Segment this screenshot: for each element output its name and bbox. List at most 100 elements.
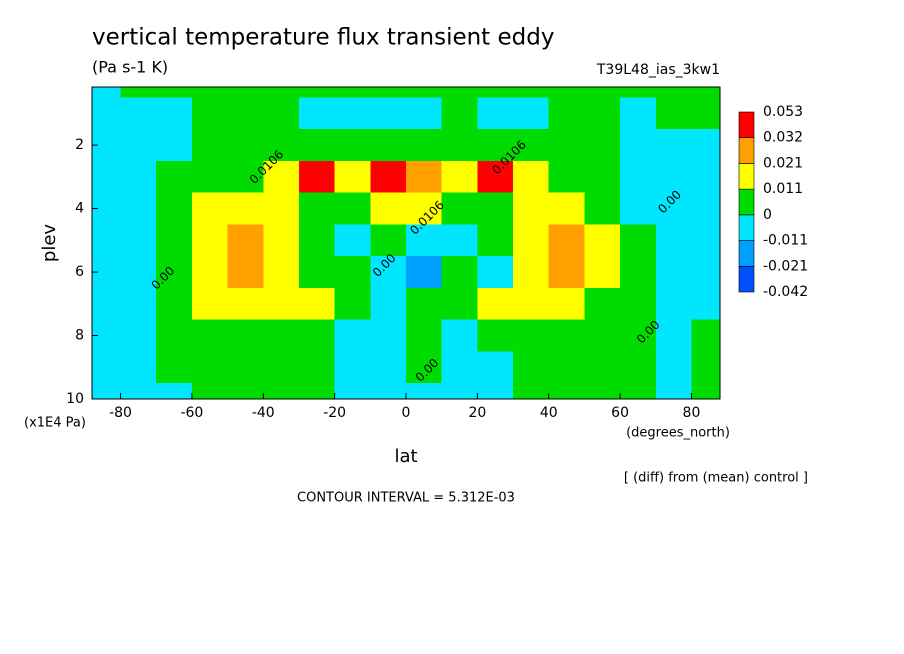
contour-cell [655,129,692,162]
colorbar-label: -0.042 [763,284,808,300]
contour-cell [477,87,514,98]
contour-cell [120,383,157,400]
contour-cell [406,160,443,194]
contour-cell [655,383,692,400]
contour-cell [227,351,264,384]
contour-cell [477,224,514,257]
contour-cell [191,351,229,384]
contour-cell [191,256,229,289]
contour-cell [477,383,514,400]
contour-cell [548,129,585,162]
colorbar-label: 0.053 [763,104,803,120]
contour-cell [120,192,157,225]
contour-cell [513,97,550,130]
contour-cell [156,287,193,321]
contour-cell [298,319,336,352]
contour-cell [92,224,122,257]
contour-cell [548,256,585,289]
contour-cell [406,319,443,352]
contour-cell [548,383,585,400]
y-tick-label: 6 [75,264,84,280]
contour-cell [370,129,407,162]
x-tick-label: 60 [611,405,629,421]
contour-cell [191,129,229,162]
contour-cell [655,287,692,321]
contour-cell [441,97,478,130]
contour-cell [263,97,300,130]
contour-cell [120,256,157,289]
contour-cell [334,224,371,257]
colorbar-box [738,137,755,164]
contour-cell [406,383,443,400]
contour-cell [191,160,229,194]
contour-cell [298,192,336,225]
x-tick-label: 80 [683,405,701,421]
contour-cell [584,256,621,289]
contour-cell [441,287,478,321]
contour-cell [298,256,336,289]
contour-cell [548,319,585,352]
contour-cell [227,192,264,225]
contour-cell [584,129,621,162]
contour-cell [406,87,443,98]
y-units: (x1E4 Pa) [24,416,86,431]
colorbar-box [738,163,755,190]
contour-cell [370,192,407,225]
contour-cell [548,287,585,321]
units: (Pa s-1 K) [92,58,168,77]
contour-cell [263,192,300,225]
contour-cell [263,256,300,289]
contour-cell [691,129,721,162]
contour-cell [227,383,264,400]
contour-cell [691,97,721,130]
y-tick-label: 10 [66,391,84,407]
contour-cell [513,87,550,98]
contour-cell [620,129,657,162]
contour-cell [513,256,550,289]
colorbar-label: 0.021 [763,155,803,171]
contour-cell [441,224,478,257]
contour-cell [334,160,371,194]
contour-cell [655,351,692,384]
x-tick-label: -40 [252,405,275,421]
y-axis-label: plev [39,224,60,263]
contour-cell [548,224,585,257]
contour-cell [691,87,721,98]
contour-cell [513,319,550,352]
contour-cell [334,351,371,384]
colorbar-label: -0.021 [763,258,808,274]
contour-cell [477,256,514,289]
contour-cell [334,129,371,162]
contour-cell [227,129,264,162]
contour-cell [298,224,336,257]
contour-cell [334,319,371,352]
contour-cell [227,160,264,194]
colorbar-box [738,214,755,241]
x-units: (degrees_north) [626,426,730,441]
contour-cell [406,192,443,225]
contour-cell [584,287,621,321]
contour-cell [227,319,264,352]
contour-cell [441,383,478,400]
y-tick-label: 4 [75,201,84,217]
contour-cell [406,351,443,384]
contour-cell [620,319,657,352]
contour-cell [120,287,157,321]
contour-cell [584,192,621,225]
contour-cell [513,287,550,321]
contour-cell [691,224,721,257]
contour-cell [655,97,692,130]
contour-cell [92,87,122,98]
x-tick-label: 0 [402,405,411,421]
contour-cell [298,87,336,98]
contour-cell [298,97,336,130]
contour-cell [156,383,193,400]
contour-cell [227,287,264,321]
contour-cell [156,160,193,194]
contour-cell [584,319,621,352]
contour-cell [191,97,229,130]
contour-cell [441,319,478,352]
x-tick-label: -20 [323,405,346,421]
run-label: T39L48_ias_3kw1 [596,62,720,78]
